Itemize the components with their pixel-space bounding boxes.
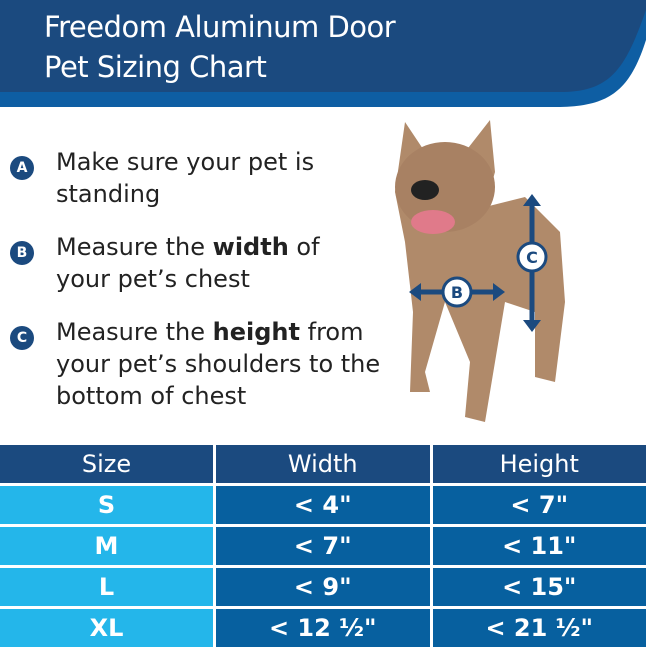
width-cell: < 7" — [216, 527, 430, 565]
table-row: L< 9"< 15" — [0, 568, 646, 606]
step-bold: width — [213, 233, 289, 261]
step-c: C Measure the height from your pet’s sho… — [10, 316, 386, 412]
step-text: Make sure your pet is standing — [56, 148, 314, 208]
step-text: Measure the — [56, 318, 213, 346]
height-cell: < 15" — [433, 568, 646, 606]
header-height: Height — [433, 445, 646, 483]
step-b: B Measure the width of your pet’s chest — [10, 231, 326, 295]
width-cell: < 4" — [216, 486, 430, 524]
step-a: A Make sure your pet is standing — [10, 146, 326, 210]
table-row: S< 4"< 7" — [0, 486, 646, 524]
size-cell: XL — [0, 609, 213, 647]
page-title-line2: Pet Sizing Chart — [44, 50, 266, 84]
size-cell: S — [0, 486, 213, 524]
size-cell: M — [0, 527, 213, 565]
table-row: M< 7"< 11" — [0, 527, 646, 565]
table-row: XL< 12 ½"< 21 ½" — [0, 609, 646, 647]
step-badge: C — [10, 326, 34, 350]
step-badge: A — [10, 156, 34, 180]
width-label: B — [451, 283, 463, 302]
width-cell: < 9" — [216, 568, 430, 606]
table-header-row: Size Width Height — [0, 445, 646, 483]
header-size: Size — [0, 445, 213, 483]
height-cell: < 21 ½" — [433, 609, 646, 647]
sizing-table: Size Width Height S< 4"< 7" M< 7"< 11" L… — [0, 442, 646, 650]
step-bold: height — [213, 318, 300, 346]
height-cell: < 7" — [433, 486, 646, 524]
page-title-line1: Freedom Aluminum Door — [44, 10, 395, 44]
size-cell: L — [0, 568, 213, 606]
step-text: Measure the — [56, 233, 213, 261]
french-bulldog-image: B C — [385, 112, 585, 437]
header-width: Width — [216, 445, 430, 483]
step-badge: B — [10, 241, 34, 265]
height-label: C — [526, 248, 538, 267]
height-cell: < 11" — [433, 527, 646, 565]
width-cell: < 12 ½" — [216, 609, 430, 647]
